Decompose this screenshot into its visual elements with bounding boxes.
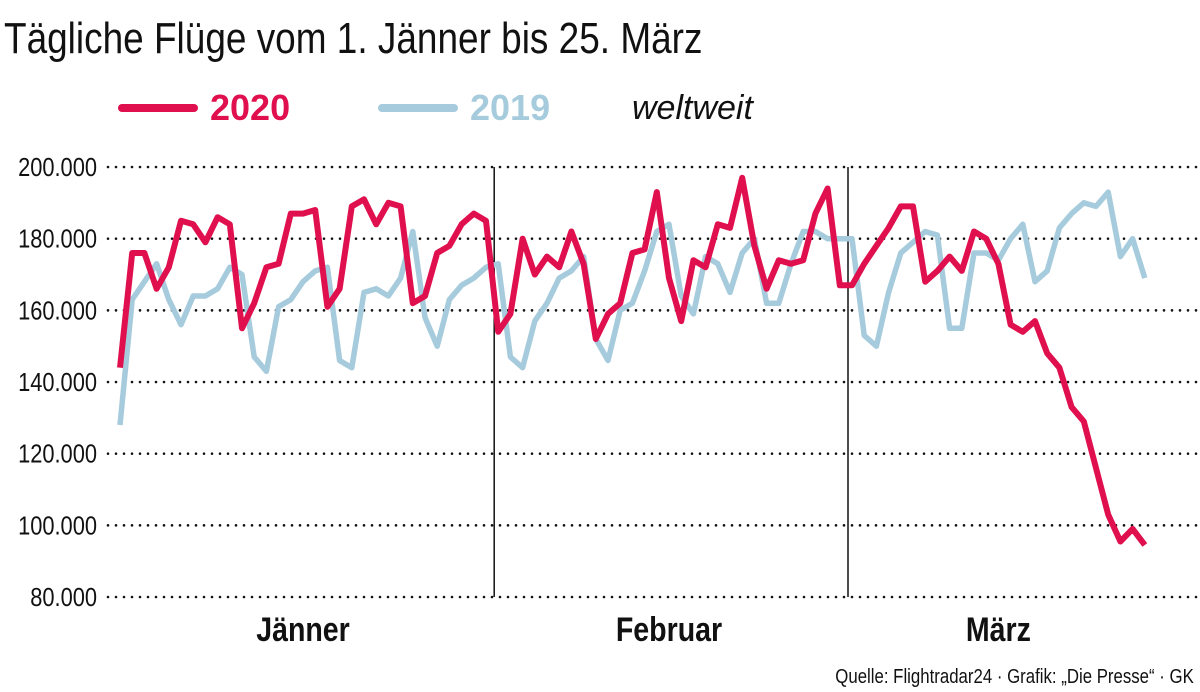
y-tick-label: 80.000 (30, 583, 97, 612)
month-label: März (966, 611, 1031, 649)
legend-note: weltweit (632, 89, 753, 127)
legend-label-2019: 2019 (470, 87, 551, 128)
month-label: Jänner (256, 611, 350, 649)
chart-title: Tägliche Flüge vom 1. Jänner bis 25. Mär… (4, 14, 703, 63)
y-tick-label: 100.000 (18, 512, 97, 541)
legend-item-2019: 2019 (378, 86, 550, 130)
series-line-2019 (117, 189, 1148, 426)
legend-swatch-2020 (118, 104, 198, 112)
y-tick-label: 160.000 (18, 297, 97, 326)
series-line-2020 (117, 174, 1148, 547)
y-tick-label: 140.000 (18, 368, 97, 397)
y-tick-label: 120.000 (18, 440, 97, 469)
source-credit: Quelle: Flightradar24 · Grafik: „Die Pre… (835, 666, 1194, 688)
legend-item-2020: 2020 (118, 86, 290, 130)
month-label: Februar (616, 611, 722, 649)
y-tick-label: 180.000 (18, 225, 97, 254)
legend-label-2020: 2020 (210, 87, 291, 128)
y-tick-label: 200.000 (18, 153, 97, 182)
legend-swatch-2019 (378, 104, 458, 112)
